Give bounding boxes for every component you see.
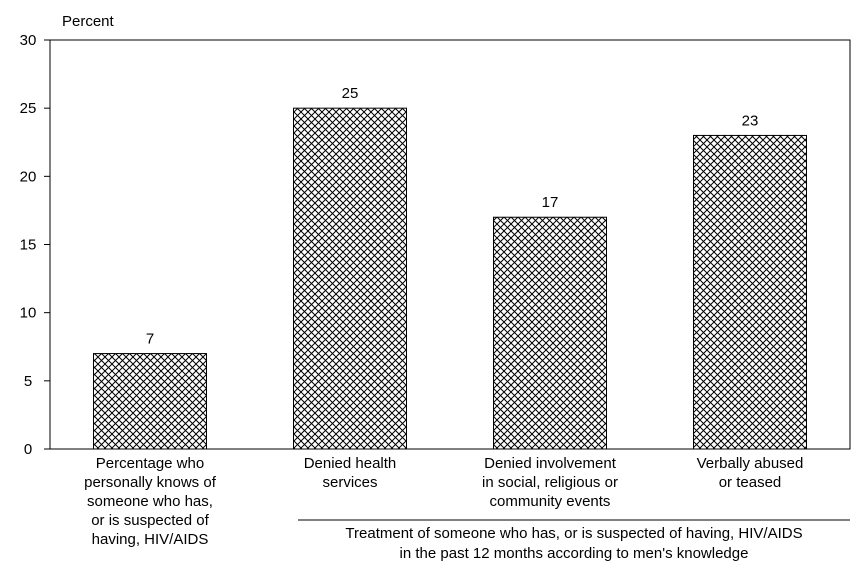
category-label-line: in social, religious or [482, 474, 618, 491]
y-tick-label: 15 [20, 237, 37, 254]
category-label-line: community events [489, 493, 611, 510]
y-tick-label: 30 [20, 32, 37, 49]
category-label-line: having, HIV/AIDS [91, 531, 209, 548]
category-label: Verbally abused or teased [655, 454, 845, 492]
category-label-line: services [322, 474, 378, 491]
category-label-line: Percentage who [95, 455, 205, 472]
data-label: 17 [542, 194, 559, 211]
category-label-line: or is suspected of [91, 512, 209, 529]
category-label: Percentage who personally knows of someone… [55, 454, 245, 549]
y-tick-label: 0 [24, 441, 32, 458]
y-tick-label: 20 [20, 168, 37, 185]
data-label: 7 [146, 331, 154, 348]
data-label: 23 [742, 112, 759, 129]
bar [693, 134, 807, 450]
y-tick-label: 10 [20, 305, 37, 322]
category-label-line: Verbally abused [696, 455, 804, 472]
y-axis-title: Percent [62, 13, 115, 30]
bar [93, 353, 207, 450]
group-label-line-1: Treatment of someone who has, or is susp… [345, 525, 803, 542]
bar [293, 107, 407, 450]
axes: 0 5 10 15 20 25 30 [20, 32, 851, 458]
category-label-line: someone who has, [87, 493, 213, 510]
category-label: Denied health services [255, 454, 445, 492]
group-label: Treatment of someone who has, or is susp… [298, 524, 850, 564]
category-label-line: personally knows of [84, 474, 216, 491]
bars: 7 25 17 23 [93, 85, 807, 450]
category-label-line: or teased [718, 474, 782, 491]
category-label-line: Denied involvement [484, 455, 616, 472]
category-label: Denied involvement in social, religious o… [455, 454, 645, 511]
bar [493, 216, 607, 450]
category-label-line: Denied health [303, 455, 397, 472]
group-label-line-2: in the past 12 months according to men's… [399, 545, 749, 562]
data-label: 25 [342, 85, 359, 102]
y-tick-label: 5 [24, 373, 32, 390]
y-tick-label: 25 [20, 100, 37, 117]
